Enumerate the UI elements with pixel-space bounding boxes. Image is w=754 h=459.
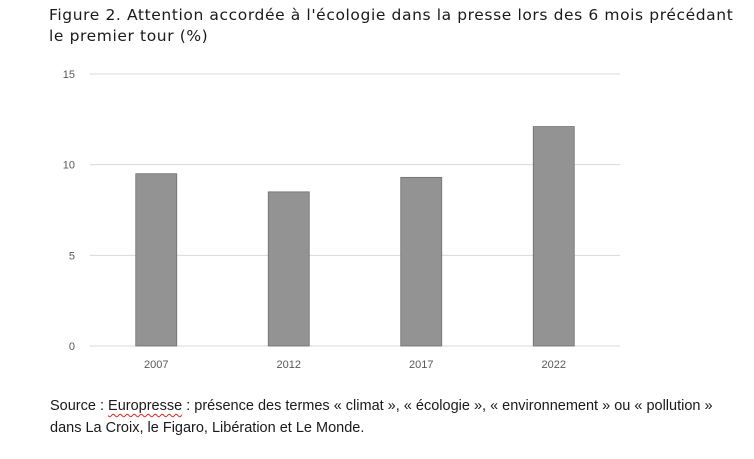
y-tick-label-5: 5 <box>69 250 75 262</box>
gridlines <box>90 73 620 347</box>
bar-2022 <box>532 126 575 347</box>
x-tick-label-2007: 2007 <box>144 359 168 371</box>
x-tick-label-2022: 2022 <box>542 359 566 371</box>
y-tick-label-10: 10 <box>63 160 75 172</box>
bar-2017 <box>400 176 443 347</box>
source-suffix: : présence des termes « climat », « écol… <box>50 398 713 436</box>
x-tick-label-2012: 2012 <box>277 359 301 371</box>
bar-2012 <box>267 191 310 347</box>
y-tick-label-15: 15 <box>63 69 75 81</box>
source-prefix: Source : <box>50 398 109 414</box>
x-axis-category-labels: 2007 2012 2017 2022 <box>144 359 566 371</box>
x-tick-label-2017: 2017 <box>409 359 433 371</box>
source-note: Source : Europresse : présence des terme… <box>50 395 740 439</box>
bar-chart: 0 5 10 15 2007 2012 2017 2022 <box>63 69 620 371</box>
y-axis-tick-labels: 0 5 10 15 <box>63 69 75 353</box>
bar-2007 <box>135 173 178 347</box>
chart-title: Figure 2. Attention accordée à l'écologi… <box>49 6 734 45</box>
y-tick-label-0: 0 <box>69 341 75 353</box>
bars <box>135 126 575 347</box>
source-link: Europresse <box>108 398 183 414</box>
